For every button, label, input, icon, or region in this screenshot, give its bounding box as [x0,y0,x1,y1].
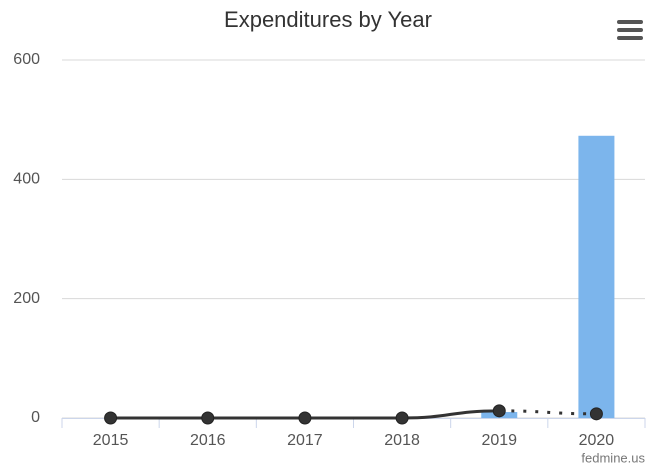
y-tick-label: 400 [13,171,40,188]
marker [589,407,603,421]
menu-bar[interactable] [617,20,643,24]
line-dotted [499,409,597,416]
y-tick-label: 600 [13,51,40,68]
x-tick-label: 2018 [384,432,420,449]
bar [578,135,615,418]
x-tick-label: 2016 [190,432,226,449]
x-tick-label: 2015 [93,432,129,449]
menu-bar[interactable] [617,36,643,40]
credits: fedmine.us [581,450,645,465]
y-tick-label: 0 [31,409,40,426]
x-tick-label: 2017 [287,432,323,449]
x-tick-label: 2020 [579,432,615,449]
chart-title: Expenditures by Year [224,7,432,32]
y-tick-label: 200 [13,290,40,307]
marker [201,411,215,425]
menu-bar[interactable] [617,28,643,32]
marker [492,404,506,418]
x-tick-label: 2019 [481,432,517,449]
marker [298,411,312,425]
marker [395,411,409,425]
marker [104,411,118,425]
menu-button[interactable] [617,20,643,40]
